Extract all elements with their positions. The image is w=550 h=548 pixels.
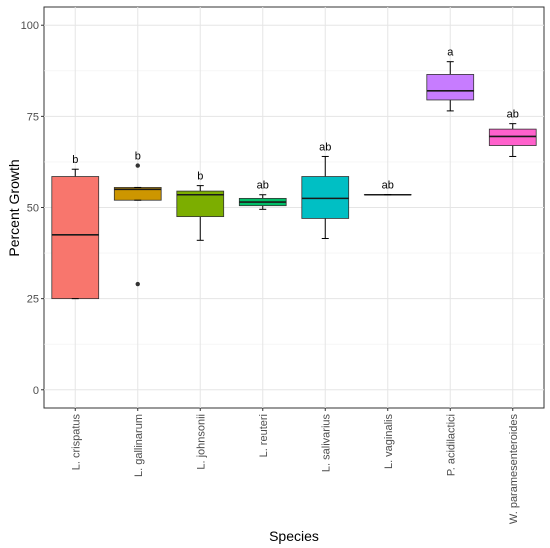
significance-letter: ab	[507, 109, 519, 121]
x-tick-label: L. crispatus	[70, 414, 82, 471]
significance-letter: a	[447, 47, 454, 59]
significance-letter: b	[197, 171, 203, 183]
box-8	[488, 123, 537, 157]
outlier-point	[135, 163, 140, 168]
box-rect	[426, 74, 475, 101]
outlier-point	[135, 281, 140, 287]
box-rect	[488, 128, 537, 146]
box-1	[51, 168, 100, 300]
box-rect	[301, 176, 350, 219]
x-axis-title: Species	[269, 528, 319, 544]
x-tick-label: L. salivarius	[320, 414, 332, 473]
y-tick-label: 75	[27, 111, 39, 123]
significance-letter: ab	[319, 141, 331, 153]
significance-letter: ab	[382, 180, 394, 192]
boxes-layer	[51, 61, 537, 300]
box-7	[426, 61, 475, 112]
y-tick-label: 25	[27, 294, 39, 306]
x-tick-label: L. reuteri	[258, 414, 270, 457]
significance-letters: b b b ab ab ab a ab	[72, 47, 519, 192]
x-tick-label: L. vaginalis	[383, 414, 395, 470]
significance-letter: ab	[257, 180, 269, 192]
y-axis-title: Percent Growth	[6, 159, 22, 256]
box-rect	[51, 176, 100, 300]
y-tick-label: 50	[27, 203, 39, 215]
x-axis: L. crispatus L. gallinarum L. johnsonii L. …	[70, 408, 520, 524]
x-tick-label: L. johnsonii	[195, 414, 207, 470]
x-tick-label: P. acidilactici	[445, 414, 457, 476]
box-5	[301, 155, 350, 239]
y-tick-label: 100	[21, 20, 39, 32]
y-axis: 0 25 50 75 100	[21, 20, 44, 397]
x-tick-label: W. paramesenteroides	[508, 414, 520, 525]
x-tick-label: L. gallinarum	[133, 414, 145, 477]
box-2	[113, 163, 162, 287]
box-3	[176, 185, 225, 241]
significance-letter: b	[135, 151, 141, 163]
y-tick-label: 0	[33, 385, 39, 397]
box-4	[238, 194, 287, 210]
significance-letter: b	[72, 154, 78, 166]
